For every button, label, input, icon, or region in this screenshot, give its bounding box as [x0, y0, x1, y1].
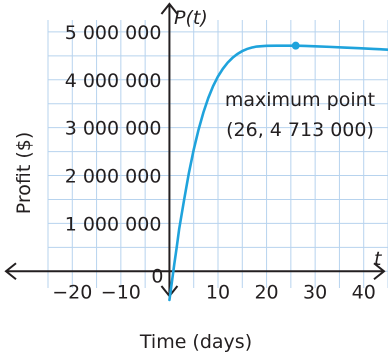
y-tick-label: 4 000 000	[65, 70, 162, 92]
x-tick-label: 0	[151, 265, 163, 287]
annotation-line-2: (26, 4 713 000)	[226, 119, 374, 141]
x-axis-variable: t	[374, 248, 383, 270]
x-tick-label: 20	[254, 281, 278, 303]
x-axis-arrow-right-icon	[373, 262, 386, 281]
x-tick-label: −10	[101, 281, 141, 303]
x-axis-arrow-left-icon	[4, 262, 17, 281]
x-tick-label: −20	[52, 281, 92, 303]
y-axis-variable: P(t)	[174, 7, 208, 29]
x-tick-label: 40	[352, 281, 376, 303]
y-tick-label: 2 000 000	[65, 166, 162, 188]
y-axis-title: Profit ($)	[13, 132, 35, 215]
x-tick-label: 10	[206, 281, 230, 303]
grid	[47, 19, 388, 288]
annotation-line-1: maximum point	[225, 89, 375, 111]
tick-labels: −20 −10 0 10 20 30 40 1 000 000 2 000 000 3 000 0…	[52, 22, 376, 303]
profit-curve	[168, 44, 388, 302]
y-tick-label: 5 000 000	[65, 22, 162, 44]
maximum-point-marker	[291, 41, 300, 50]
y-tick-label: 1 000 000	[65, 213, 162, 235]
y-tick-label: 3 000 000	[65, 118, 162, 140]
x-tick-label: 30	[303, 281, 327, 303]
y-axis-arrow-up-icon	[160, 2, 179, 15]
x-axis-title: Time (days)	[139, 331, 252, 353]
